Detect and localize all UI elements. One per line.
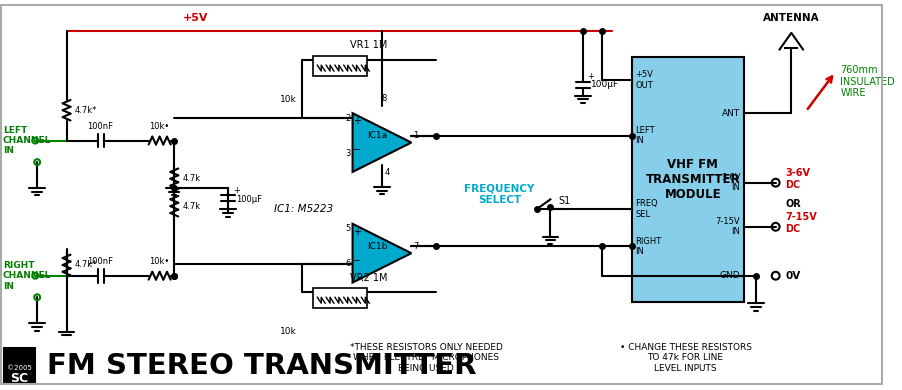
Text: VR2 1M: VR2 1M [350,273,388,283]
Text: 1: 1 [413,131,419,140]
Text: ©2005: ©2005 [7,365,32,371]
Text: S1: S1 [558,196,570,206]
Text: 100μF: 100μF [236,195,262,204]
FancyBboxPatch shape [313,56,367,76]
Text: RIGHT
CHANNEL
IN: RIGHT CHANNEL IN [3,261,51,291]
Text: OR: OR [786,199,801,209]
Text: FREQ
SEL: FREQ SEL [636,199,658,219]
Text: +: + [233,186,240,195]
Text: 10k: 10k [280,95,297,104]
Text: +5V: +5V [183,13,208,23]
FancyBboxPatch shape [313,289,367,308]
Text: +: + [587,73,594,82]
Text: 5: 5 [345,224,351,233]
Text: 100nF: 100nF [87,257,113,266]
Text: 4.7k: 4.7k [182,202,200,211]
Text: SC: SC [11,372,29,385]
Text: GND: GND [720,271,741,280]
Text: FM STEREO TRANSMITTER: FM STEREO TRANSMITTER [47,352,476,380]
Text: 10k•: 10k• [150,257,170,266]
Text: *THESE RESISTORS ONLY NEEDED
WHEN ELECTRET MICROPHONES
BEING USED: *THESE RESISTORS ONLY NEEDED WHEN ELECTR… [350,343,502,373]
Text: 2: 2 [345,113,351,122]
Text: 4: 4 [384,168,390,177]
Text: 760mm
INSULATED
WIRE: 760mm INSULATED WIRE [841,65,895,98]
Text: 8: 8 [382,94,387,103]
Text: LEFT
IN: LEFT IN [636,126,655,145]
Polygon shape [353,224,411,283]
Text: IC1a: IC1a [367,131,387,140]
Text: +5V
OUT: +5V OUT [636,70,653,90]
Text: 4.7k: 4.7k [182,174,200,183]
Text: 3-6V
IN: 3-6V IN [721,173,741,192]
Text: VR1 1M: VR1 1M [350,41,388,50]
Text: 10k•: 10k• [150,122,170,131]
Text: VHF FM
TRANSMITTER
MODULE: VHF FM TRANSMITTER MODULE [646,158,741,201]
Text: 7-15V
IN: 7-15V IN [716,217,741,236]
Text: 7: 7 [413,242,419,251]
Text: RIGHT
IN: RIGHT IN [636,237,662,256]
Text: −: − [354,145,362,155]
Text: −: − [354,256,362,266]
Text: 4.7k*: 4.7k* [75,261,97,269]
Text: 100μF: 100μF [591,80,619,89]
Text: IC1b: IC1b [367,242,387,251]
Text: 100nF: 100nF [87,122,113,131]
FancyBboxPatch shape [631,57,744,302]
Text: 6: 6 [345,259,351,268]
FancyBboxPatch shape [0,339,883,385]
FancyBboxPatch shape [4,348,35,381]
Text: LEFT
CHANNEL
IN: LEFT CHANNEL IN [3,126,51,156]
Text: ANT: ANT [723,109,741,118]
Text: 10k: 10k [280,327,297,336]
Text: 4.7k*: 4.7k* [75,106,97,115]
Text: ANTENNA: ANTENNA [763,13,820,23]
Text: 0V: 0V [786,271,801,281]
Text: • CHANGE THESE RESISTORS
TO 47k FOR LINE
LEVEL INPUTS: • CHANGE THESE RESISTORS TO 47k FOR LINE… [620,343,751,373]
Text: 3-6V
DC: 3-6V DC [786,168,811,190]
Text: 3: 3 [345,149,351,158]
Text: IC1: M5223: IC1: M5223 [274,204,333,214]
Text: FREQUENCY
SELECT: FREQUENCY SELECT [465,184,535,205]
Polygon shape [353,113,411,172]
Text: 7-15V
DC: 7-15V DC [786,212,817,234]
Text: +: + [354,116,362,126]
Text: +: + [354,227,362,237]
